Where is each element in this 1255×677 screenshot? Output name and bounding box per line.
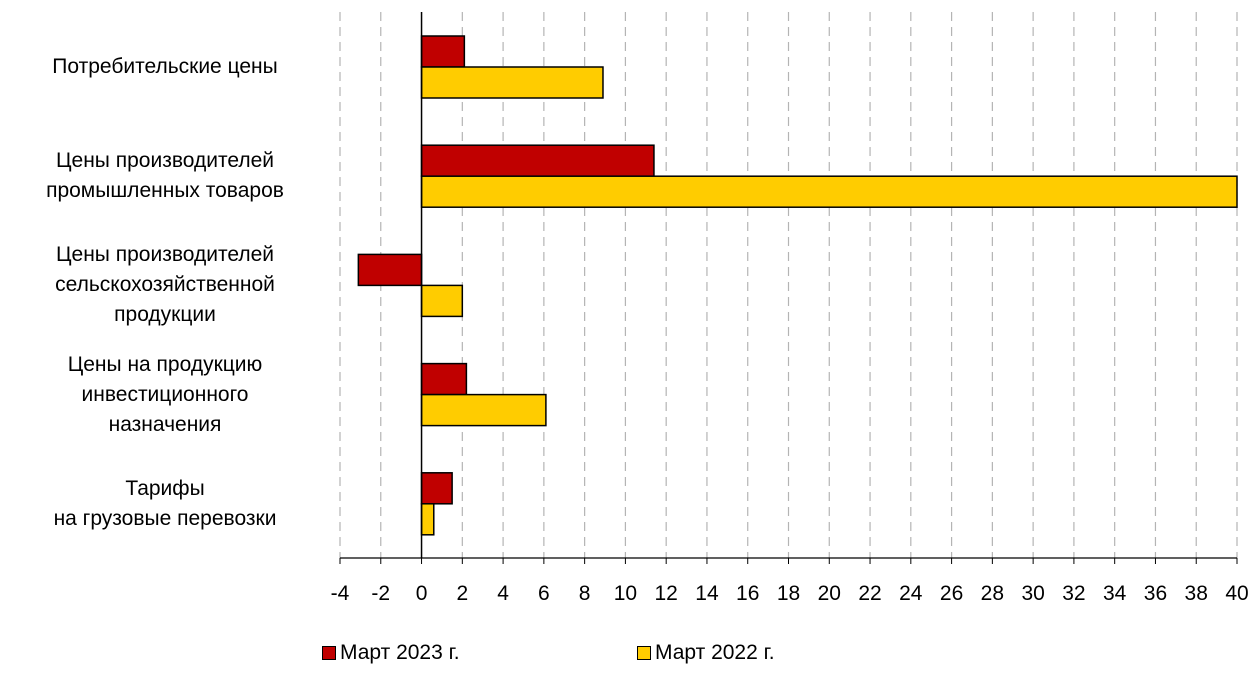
bar-series-2-cat-5 xyxy=(420,503,435,536)
x-tick-label: 14 xyxy=(695,582,719,605)
x-tick-label: 12 xyxy=(655,582,678,605)
x-tick-label: 10 xyxy=(614,582,637,605)
bar-series-2-cat-2 xyxy=(420,175,1238,208)
x-tick-label: 2 xyxy=(456,582,468,605)
bar-series-2-cat-3 xyxy=(420,284,464,318)
x-tick-label: 22 xyxy=(858,582,881,605)
x-tick-label: 30 xyxy=(1021,582,1044,605)
legend-item-series-1: Март 2023 г. xyxy=(322,640,460,666)
x-tick-label: 0 xyxy=(416,582,428,605)
bar-series-1-cat-3 xyxy=(357,253,423,287)
x-tick-label: 38 xyxy=(1185,582,1208,605)
gridlines xyxy=(339,12,1238,558)
bar-series-1-cat-1 xyxy=(420,35,466,68)
category-label: Потребительские цены xyxy=(52,55,278,78)
bar-series-1-cat-4 xyxy=(420,362,468,396)
x-tick-label: 6 xyxy=(538,582,550,605)
x-tick-label: 34 xyxy=(1103,582,1127,605)
legend-label-series-2: Март 2022 г. xyxy=(655,641,775,664)
bar-series-2-cat-1 xyxy=(420,66,604,99)
bar-series-1-cat-2 xyxy=(420,144,655,177)
x-tick-label: 4 xyxy=(497,582,509,605)
category-label: Цены производителей сельскохозяйственной п… xyxy=(55,243,275,327)
x-tick-label: 16 xyxy=(736,582,759,605)
bars xyxy=(357,35,1238,536)
x-tick-label: 40 xyxy=(1225,582,1248,605)
category-label: Цены на продукцию инвестиционного назначен… xyxy=(67,352,263,436)
axes xyxy=(339,12,1238,564)
x-tick-label: 28 xyxy=(981,582,1004,605)
legend-swatch-series-2 xyxy=(637,646,651,660)
x-tick-label: 18 xyxy=(777,582,800,605)
x-tick-label: 8 xyxy=(579,582,591,605)
x-tick-labels: -4 -2 0 2 4 6 8 10 12 14 16 18 20 22 24 26 28 30 32 34 36 38 4… xyxy=(331,582,1249,605)
category-label: Тарифы на грузовые перевозки xyxy=(53,476,277,530)
x-tick-label: -2 xyxy=(371,582,390,605)
x-tick-label: 24 xyxy=(899,582,923,605)
x-tick-label: 36 xyxy=(1144,582,1167,605)
bar-series-1-cat-5 xyxy=(420,472,453,505)
legend-label-series-1: Март 2023 г. xyxy=(340,641,460,664)
x-tick-label: 32 xyxy=(1062,582,1085,605)
legend-swatch-series-1 xyxy=(322,646,336,660)
legend-item-series-2: Март 2022 г. xyxy=(637,640,775,666)
category-label: Цены производителей промышленных товаров xyxy=(46,149,284,203)
bar-series-2-cat-4 xyxy=(420,393,547,427)
x-tick-label: 26 xyxy=(940,582,963,605)
x-tick-label: -4 xyxy=(331,582,350,605)
x-tick-label: 20 xyxy=(818,582,841,605)
